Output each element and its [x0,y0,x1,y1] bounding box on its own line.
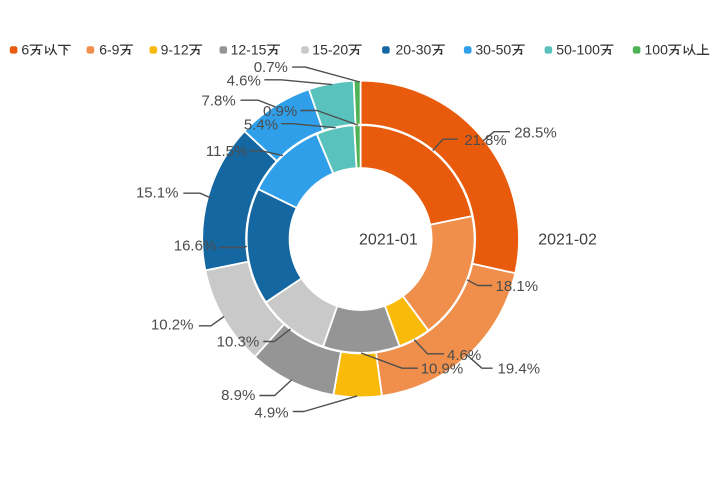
svg-text:2021-01: 2021-01 [359,231,418,248]
svg-text:10.3%: 10.3% [217,334,260,351]
svg-text:10.9%: 10.9% [421,361,464,378]
svg-text:6-9: 6-9 [99,41,119,57]
svg-text:30-50: 30-50 [475,41,511,57]
svg-text:11.5%: 11.5% [206,143,247,160]
svg-text:19.4%: 19.4% [498,361,541,378]
svg-text:0.9%: 0.9% [263,103,297,120]
svg-text:21.8%: 21.8% [464,132,507,149]
svg-text:8.9%: 8.9% [221,387,255,404]
svg-text:18.1%: 18.1% [496,278,539,295]
svg-text:6: 6 [21,41,29,57]
svg-text:4.6%: 4.6% [227,73,261,90]
svg-text:2021-02: 2021-02 [538,231,597,248]
svg-text:15-20: 15-20 [312,41,348,57]
svg-text:4.6%: 4.6% [447,347,481,364]
svg-text:12-15: 12-15 [231,41,267,57]
svg-text:15.1%: 15.1% [136,184,179,201]
svg-text:100: 100 [645,41,669,57]
svg-text:10.2%: 10.2% [151,316,194,333]
svg-text:0.7%: 0.7% [254,59,288,76]
svg-text:4.9%: 4.9% [254,405,288,422]
svg-text:50-100: 50-100 [556,41,600,57]
svg-text:7.8%: 7.8% [201,92,235,109]
svg-text:9-12: 9-12 [161,41,189,57]
svg-text:28.5%: 28.5% [514,125,557,142]
svg-text:16.6%: 16.6% [174,238,217,255]
svg-text:5.4%: 5.4% [244,116,278,133]
svg-text:20-30: 20-30 [396,41,432,57]
